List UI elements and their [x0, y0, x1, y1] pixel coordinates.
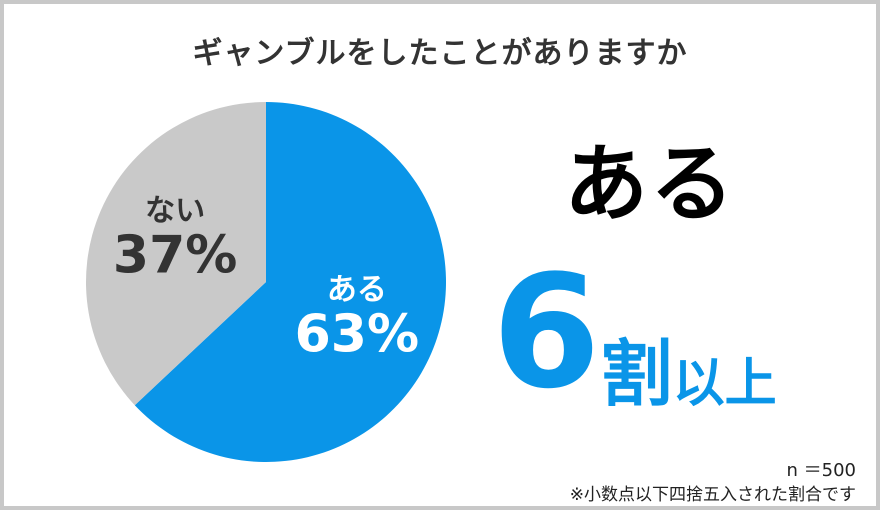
rounding-note: ※小数点以下四捨五入された割合です — [569, 485, 856, 505]
chart-title: ギャンブルをしたことがありますか — [192, 36, 688, 71]
summary-number: 6 — [492, 241, 601, 423]
summary-suffix: 以上 — [672, 354, 777, 414]
summary-answer: ある — [564, 135, 737, 233]
summary-amount: 6割以上 — [492, 254, 777, 410]
pie-slice-label-2: ない — [145, 194, 205, 229]
pie-slice-1 — [134, 102, 446, 462]
summary-unit: 割 — [600, 332, 673, 416]
sample-size: n ＝500 — [786, 460, 857, 481]
pie-slice-value-2: 37% — [113, 226, 237, 286]
pie-slice-label-1: ある — [327, 272, 387, 307]
pie-slice-value-1: 63% — [295, 304, 419, 364]
pie-slice-2 — [86, 102, 267, 406]
